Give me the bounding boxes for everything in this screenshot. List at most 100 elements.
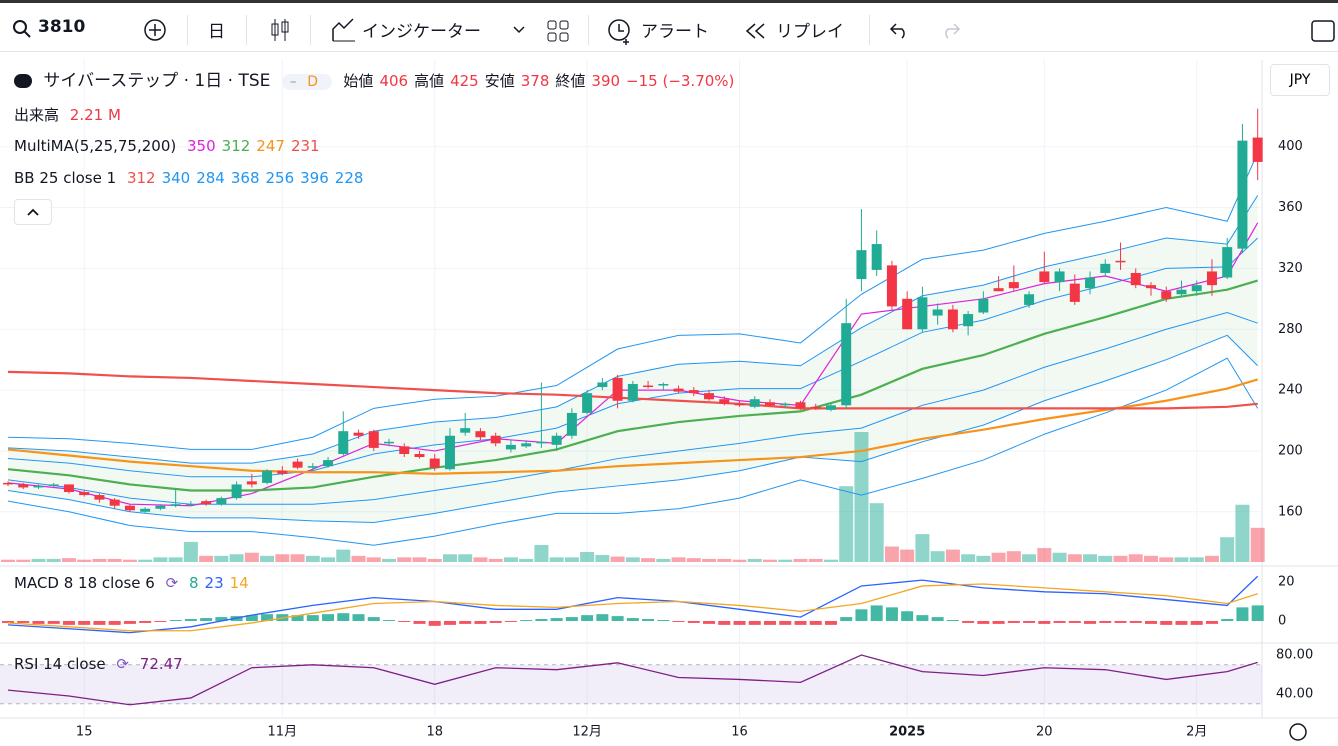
candle-body bbox=[1130, 272, 1141, 286]
volume-bar bbox=[778, 559, 793, 562]
candle-body bbox=[749, 399, 760, 407]
macd-histogram bbox=[672, 620, 685, 622]
macd-histogram bbox=[962, 620, 975, 623]
volume-bar bbox=[427, 558, 442, 562]
candle-body bbox=[947, 309, 958, 330]
volume-bar bbox=[244, 552, 259, 562]
volume-bar bbox=[92, 558, 107, 562]
rsi-name: RSI 14 close bbox=[14, 655, 106, 673]
candle-body bbox=[612, 377, 623, 401]
dropdown[interactable] bbox=[512, 25, 526, 35]
volume-bar bbox=[884, 546, 899, 562]
macd-histogram bbox=[1007, 620, 1020, 623]
candle-body bbox=[368, 431, 379, 448]
volume-bar bbox=[503, 557, 518, 562]
macd-histogram bbox=[474, 620, 487, 624]
candle-body bbox=[734, 403, 745, 406]
volume-bar bbox=[945, 549, 960, 562]
interval[interactable]: 日 bbox=[208, 22, 225, 42]
window-icon[interactable] bbox=[1310, 19, 1336, 43]
candle-body bbox=[109, 499, 120, 506]
macd-histogram bbox=[687, 620, 700, 623]
chart: 15 11月 18 12月 16 2025 20 2月16020024028032036040… bbox=[0, 60, 1338, 741]
volume-bar bbox=[442, 554, 457, 562]
alert-icon[interactable] bbox=[606, 17, 634, 45]
layout-icon[interactable] bbox=[546, 19, 570, 43]
redo[interactable] bbox=[939, 21, 961, 39]
x-tick-label: 11月 bbox=[268, 725, 298, 740]
volume-bar bbox=[153, 557, 168, 562]
candle-body bbox=[886, 265, 897, 307]
volume-bar bbox=[1204, 555, 1219, 562]
candle-body bbox=[582, 393, 593, 413]
indicators[interactable]: インジケーター bbox=[362, 22, 481, 42]
add-symbol[interactable] bbox=[143, 18, 167, 42]
caret bbox=[27, 208, 39, 216]
rsi-tick-label: 80.00 bbox=[1276, 648, 1313, 663]
volume-bar bbox=[1022, 554, 1037, 562]
symbol[interactable]: 3810 bbox=[38, 17, 86, 37]
undo[interactable] bbox=[889, 21, 911, 39]
candle-body bbox=[1115, 260, 1126, 263]
candle-body bbox=[384, 441, 394, 444]
volume-bar bbox=[46, 558, 61, 562]
toolbar: 3810 日 インジケーター アラート リプレイ bbox=[0, 0, 1338, 52]
rsi-tick-label: 40.00 bbox=[1276, 687, 1313, 702]
candle-body bbox=[79, 492, 90, 496]
volume-bar bbox=[412, 557, 427, 562]
volume-bar bbox=[1235, 504, 1250, 562]
candle-body bbox=[1161, 291, 1172, 299]
open: 406 bbox=[379, 72, 409, 90]
macd-histogram bbox=[581, 615, 594, 621]
currency[interactable]: JPY bbox=[1270, 64, 1330, 96]
y-tick-label: 400 bbox=[1278, 139, 1303, 154]
indicator-icon[interactable] bbox=[330, 17, 356, 43]
volume-bar bbox=[1144, 555, 1158, 562]
candle-body bbox=[338, 431, 349, 454]
macd-histogram bbox=[291, 615, 304, 621]
macd-histogram bbox=[870, 605, 883, 621]
volume-bar bbox=[610, 556, 625, 562]
volume-bar bbox=[869, 503, 884, 562]
candle-body bbox=[1252, 137, 1263, 162]
volume-bar bbox=[168, 557, 183, 562]
volume-bar bbox=[747, 558, 762, 562]
bb-fill bbox=[8, 195, 1258, 523]
volume-bar bbox=[260, 555, 275, 562]
y-tick-label: 320 bbox=[1278, 261, 1303, 276]
collapse-button[interactable] bbox=[14, 199, 52, 225]
macd-histogram bbox=[2, 620, 14, 623]
volume-bar bbox=[991, 552, 1006, 562]
macd-histogram bbox=[748, 620, 761, 625]
macd-histogram bbox=[946, 620, 959, 621]
bb-band bbox=[7, 357, 1259, 546]
candle-body bbox=[48, 484, 59, 486]
candle-body bbox=[1054, 271, 1065, 283]
volume-bar bbox=[717, 558, 732, 562]
candle-body bbox=[993, 288, 1004, 292]
volume-bar bbox=[305, 555, 320, 562]
macd-histogram bbox=[1084, 620, 1097, 624]
volume-bar bbox=[564, 557, 579, 562]
settings[interactable] bbox=[1289, 723, 1307, 741]
change: −15 (−3.70%) bbox=[626, 72, 735, 90]
ohlc-label: 安値 bbox=[484, 72, 515, 90]
ma-name: MultiMA(5,25,75,200) bbox=[14, 137, 177, 155]
candle-body bbox=[780, 403, 791, 406]
macd-histogram bbox=[977, 620, 990, 624]
replay[interactable]: リプレイ bbox=[776, 22, 844, 42]
candle-body bbox=[597, 382, 608, 388]
x-tick-label: 15 bbox=[76, 725, 93, 740]
macd-histogram bbox=[1023, 620, 1036, 623]
badge: – D bbox=[281, 74, 333, 90]
search-icon bbox=[13, 20, 31, 38]
macd-histogram bbox=[215, 617, 228, 621]
volume-name: 出来高 bbox=[14, 106, 60, 124]
replay-icon[interactable] bbox=[744, 22, 768, 40]
macd-histogram bbox=[824, 620, 837, 625]
signal-value: 14 bbox=[229, 574, 249, 592]
rsi-row: RSI 14 close ⟳ 72.47 bbox=[14, 655, 183, 673]
chart-style[interactable] bbox=[268, 17, 292, 43]
candle-body bbox=[566, 412, 577, 436]
alert[interactable]: アラート bbox=[641, 22, 709, 42]
